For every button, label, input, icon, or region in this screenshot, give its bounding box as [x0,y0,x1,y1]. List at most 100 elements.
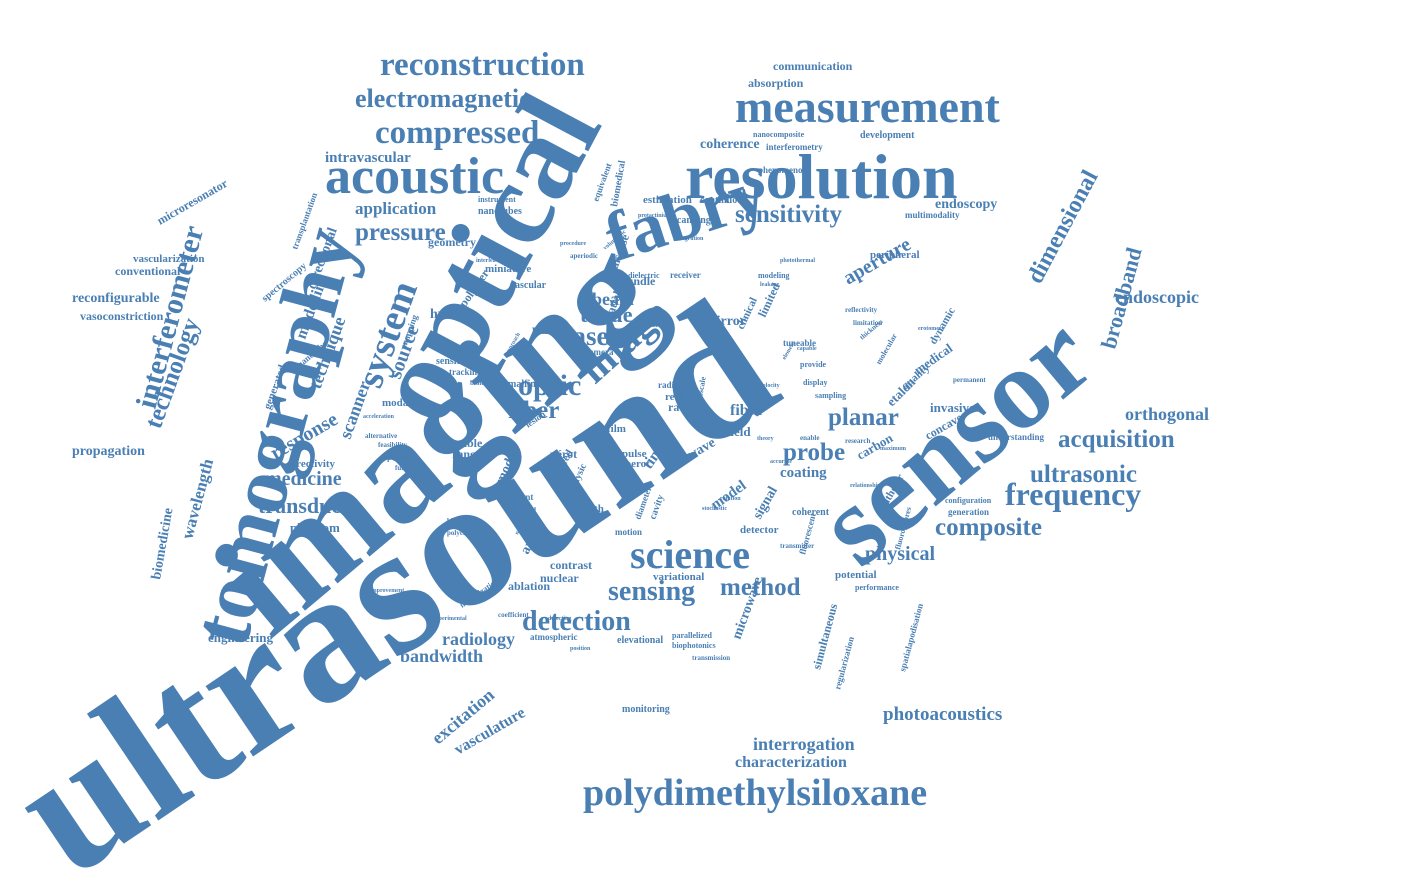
word-signal: signal [750,484,781,522]
word-sparsity: sparsity [710,337,734,345]
word-nanotubes: nanotubes [478,206,522,217]
word-modeling: modeling [758,271,790,280]
word-communication: communication [773,59,853,73]
word-dielectric: dielectric [628,271,660,280]
word-pressure: pressure [355,219,446,246]
word-maximum: maximum [880,446,906,452]
word-instrument: instrument [478,195,516,204]
word-conventional: conventional [115,264,181,278]
word-erotomers: erotomers [918,326,945,332]
word-parallelized: parallelized [672,631,713,640]
word-engineering: engineering [208,630,273,645]
word-real: real [665,391,683,403]
word-spectrum: spectrum [384,453,416,462]
word-endoscopic: endoscopic [1115,287,1199,307]
word-film: film [607,423,626,435]
word-propagation: propagation [72,444,145,459]
word-integration: integration [675,236,704,242]
word-bundle: bundle [620,274,656,288]
word-sampling: sampling [815,391,846,400]
word-flexible: flexible [445,436,483,450]
word-theory: theory [757,436,774,442]
word-tracking: tracking [449,367,482,377]
word-biology: biology [470,379,492,387]
word-provide: provide [800,360,827,369]
word-acquisition: acquisition [1058,426,1175,453]
word-tissue: tissue [580,302,633,327]
word-mirror: mirror [705,314,746,329]
word-configuration: configuration [945,496,992,505]
word-feasibility: feasibility [378,441,408,449]
word-fiber: fiber [508,397,559,424]
word-bandwidth: bandwidth [400,646,483,666]
word-relationship: relationship [850,483,881,489]
word-resolution: resolution [685,141,958,212]
word-dimensional: dimensional [1022,166,1103,288]
word-coefficient: coefficient [498,611,529,619]
word-endoscopy: endoscopy [935,197,997,212]
word-coherence: coherence [700,137,760,152]
word-frequency: frequency [1005,476,1141,512]
word-detecting: detecting [548,616,571,622]
word-radio: radio [658,380,679,390]
word-photoacoustics: photoacoustics [883,704,1002,725]
word-interferometry: interferometry [766,142,823,152]
word-reflectivity: reflectivity [845,306,878,314]
word-invasive: invasive [930,400,975,415]
word-vascularization: vascularization [133,253,205,265]
word-microresonator: microresonator [155,176,231,228]
word-ablation: ablation [508,579,550,593]
word-atmospheric: atmospheric [530,632,578,642]
word-compressed: compressed [375,115,539,151]
word-procedure: procedure [560,241,586,247]
word-radiology: radiology [442,629,515,649]
word-composite: composite [935,514,1042,541]
word-permanent: permanent [953,376,986,384]
word-detection: detection [522,606,631,637]
word-regularization: regularization [832,635,856,690]
word-protactinium: protactinium [638,213,672,219]
word-optic: optic [518,369,581,402]
word-enable: enable [800,434,819,442]
word-intravascular: intravascular [325,150,411,166]
word-measurement: measurement [735,81,1001,132]
word-motion: motion [615,527,642,537]
word-continuous: continuous [700,195,747,206]
word-pdms: pdms [532,323,565,338]
word-spatialapodisation: spatialapodisation [897,602,925,672]
word-vasoconstriction: vasoconstriction [80,309,164,323]
word-geometry: geometry [428,235,476,249]
word-understanding: understanding [988,432,1045,442]
word-phenomenon: phenomenon [758,165,808,175]
word-variational: variational [653,571,704,583]
word-biomedicine: biomedicine [149,507,176,581]
word-camera: camera [585,347,614,357]
word-research: research [845,437,871,445]
word-leakage: leakage [760,282,780,288]
word-coherent: coherent [792,507,830,518]
word-molecular: molecular [874,331,899,366]
word-sensing: sensing [608,576,695,607]
word-biological: biological [447,517,476,525]
word-potential: potential [835,569,877,581]
word-medicine: medicine [265,468,342,490]
word-position: position [570,646,591,652]
word-stochastic: stochastic [702,506,727,512]
word-absorption: absorption [748,76,804,90]
word-malfina: malfina [508,379,541,390]
word-field: field [726,424,751,439]
word-reconfigurable: reconfigurable [72,291,160,306]
word-coating: coating [780,465,827,481]
word-depth: depth [577,503,604,515]
word-limitation: limitation [853,319,882,327]
word-interleaved: interleaved [476,258,505,264]
word-receiver: receiver [670,270,701,280]
word-nanocomposite: nanocomposite [753,130,805,139]
word-capable: capable [797,346,817,352]
word-tuneable: tuneable [783,338,816,348]
word-beam: beam [592,289,634,309]
word-present: present [505,492,533,502]
word-handheld: handheld [508,506,536,514]
